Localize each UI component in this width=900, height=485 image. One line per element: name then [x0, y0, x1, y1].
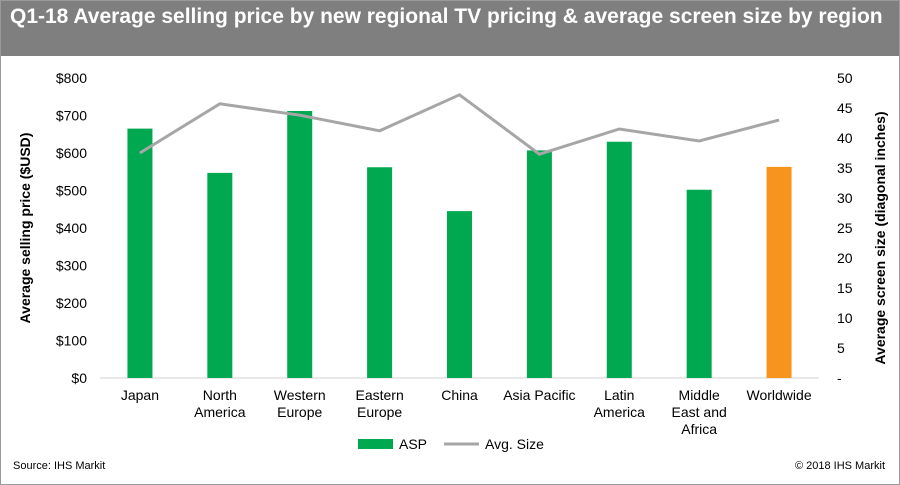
x-tick-label: America: [594, 404, 646, 420]
y-axis-title: Average selling price ($USD): [17, 133, 33, 324]
y2-tick-label: 20: [837, 250, 853, 266]
x-tick-label: America: [194, 404, 246, 420]
y-tick-label: $200: [56, 295, 87, 311]
x-tick-label: Eastern: [355, 387, 403, 403]
x-tick-label: Africa: [681, 421, 717, 437]
line-avg-size: [139, 93, 780, 156]
copyright-note: © 2018 IHS Markit: [794, 460, 885, 472]
legend-label-avg-size: Avg. Size: [485, 436, 544, 452]
y2-axis-title: Average screen size (diagonal inches): [872, 111, 888, 364]
y2-tick-label: 25: [837, 220, 853, 236]
bar-asp: [207, 172, 233, 378]
legend-swatch-asp: [358, 439, 393, 449]
y-tick-label: $100: [56, 333, 87, 349]
x-tick-label: Europe: [277, 404, 322, 420]
source-note: Source: IHS Markit: [13, 460, 106, 472]
y2-tick-label: 30: [837, 190, 853, 206]
y-tick-label: $500: [56, 183, 87, 199]
x-tick-label: Asia Pacific: [503, 387, 575, 403]
y-tick-label: $400: [56, 220, 87, 236]
x-tick-label: Europe: [357, 404, 402, 420]
y2-tick-label: 45: [837, 100, 853, 116]
bar-asp: [606, 141, 632, 378]
y2-tick-label: 35: [837, 160, 853, 176]
y2-tick-label: 5: [837, 340, 845, 356]
bar-asp: [766, 166, 792, 378]
y2-tick-label: 15: [837, 280, 853, 296]
bar-asp: [127, 128, 153, 378]
x-tick-label: Middle: [679, 387, 720, 403]
bar-asp: [287, 111, 313, 378]
x-tick-label: East and: [672, 404, 727, 420]
y-tick-label: $800: [56, 70, 87, 86]
x-tick-label: Japan: [121, 387, 159, 403]
y2-tick-label: -: [837, 370, 842, 386]
bar-asp: [686, 189, 712, 378]
x-tick-label: North: [203, 387, 237, 403]
x-tick-label: China: [441, 387, 478, 403]
y-tick-label: $600: [56, 145, 87, 161]
y-tick-label: $0: [71, 370, 87, 386]
bar-asp: [447, 211, 472, 378]
y-tick-label: $700: [56, 108, 87, 124]
chart-title: Q1-18 Average selling price by new regio…: [10, 5, 883, 28]
bar-asp: [367, 167, 393, 378]
x-tick-label: Latin: [604, 387, 634, 403]
y2-tick-label: 50: [837, 70, 853, 86]
x-tick-label: Western: [274, 387, 326, 403]
title-bar: Q1-18 Average selling price by new regio…: [1, 1, 899, 56]
y2-tick-label: 40: [837, 130, 853, 146]
y2-tick-label: 10: [837, 310, 853, 326]
y-tick-label: $300: [56, 258, 87, 274]
bar-asp: [526, 150, 552, 378]
legend-label-asp: ASP: [399, 436, 427, 452]
x-tick-label: Worldwide: [747, 387, 812, 403]
